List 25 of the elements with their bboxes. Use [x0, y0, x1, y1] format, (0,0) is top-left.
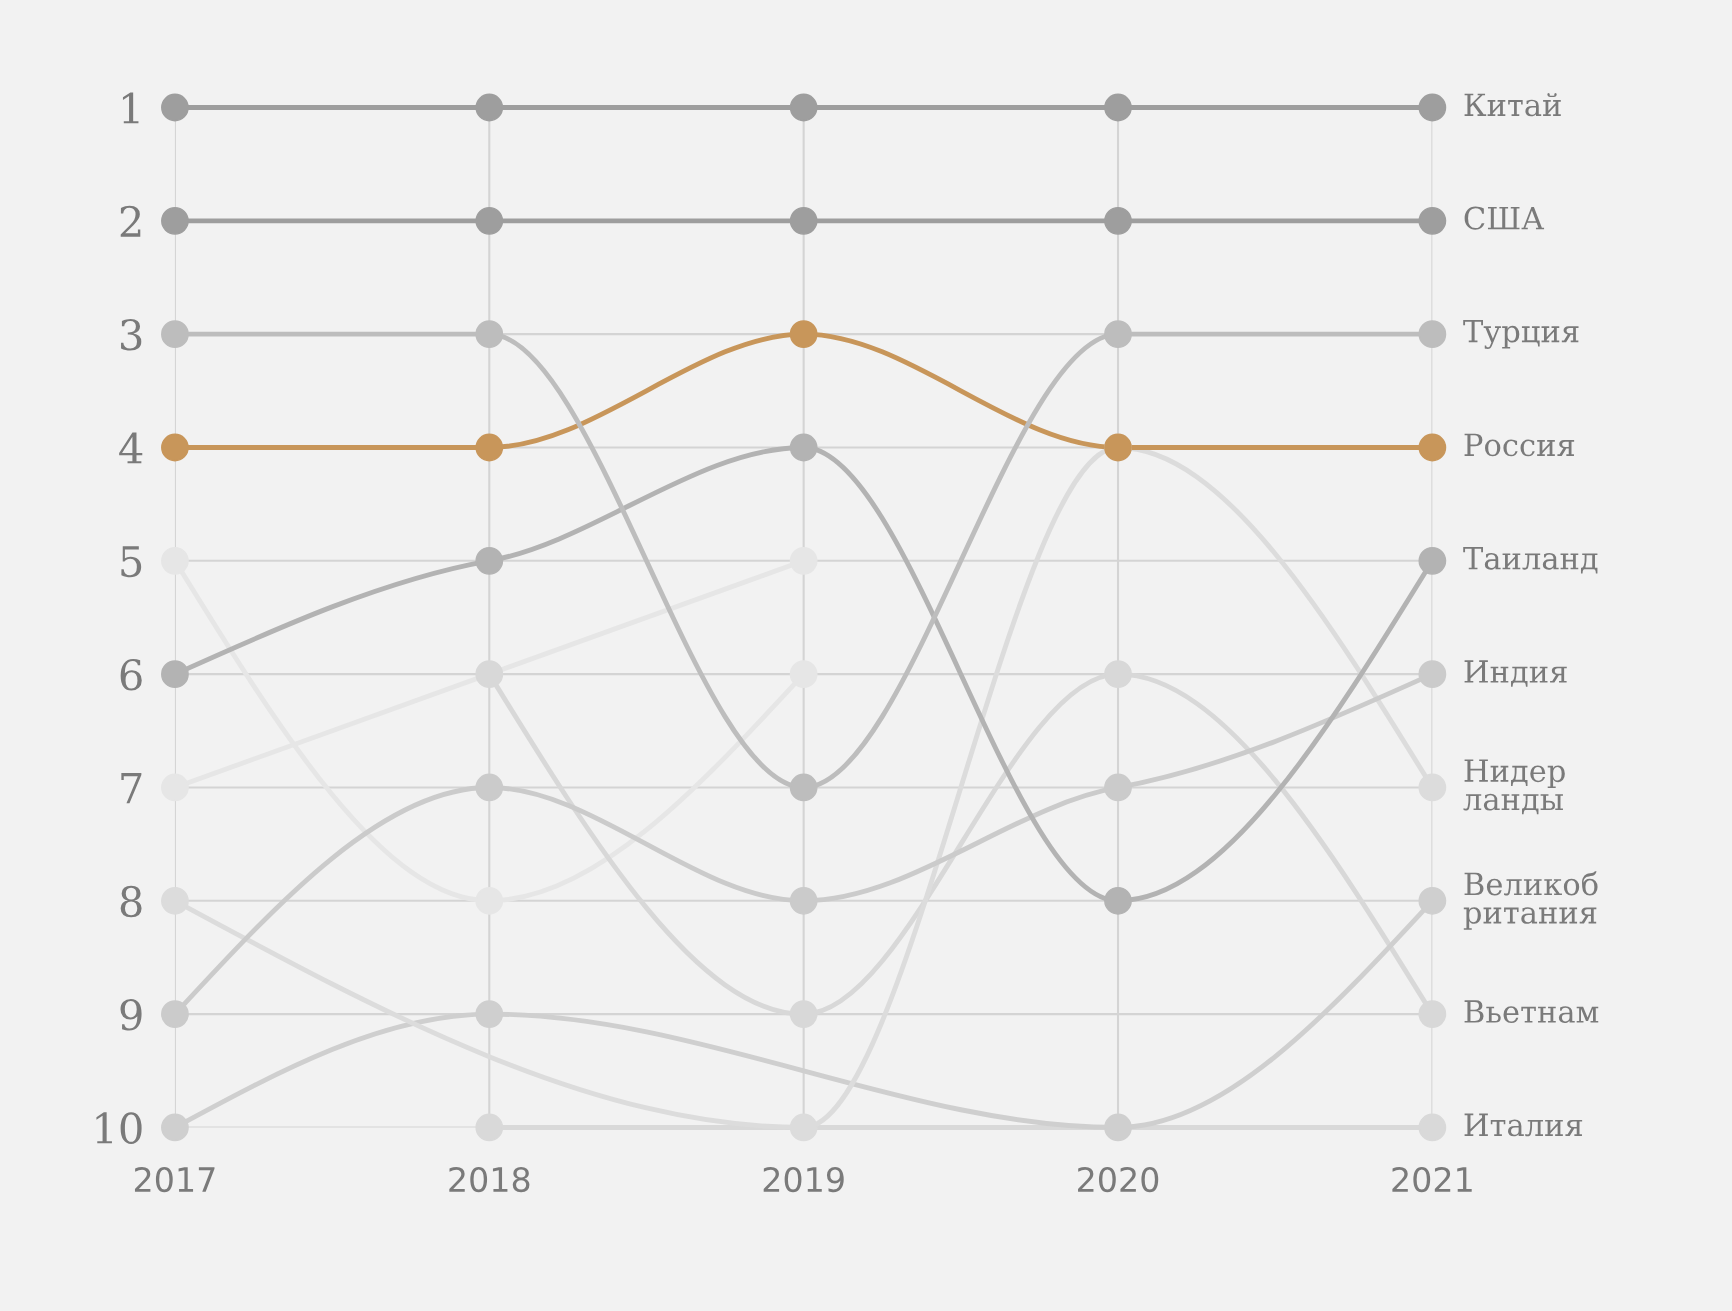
x-tick-label: 2018 — [449, 1166, 530, 1193]
y-tick-label: 1 — [122, 92, 139, 124]
series-label: Китай — [1464, 93, 1561, 117]
x-tick-label: 2017 — [134, 1166, 215, 1193]
series-label: Таиланд — [1463, 546, 1598, 574]
series-label: Индия — [1464, 660, 1567, 687]
y-tick-label: 4 — [119, 432, 143, 464]
y-tick-label: 10 — [96, 1112, 142, 1144]
y-tick-label: 8 — [120, 885, 142, 918]
series-label: Вьетнам — [1464, 1000, 1599, 1023]
series-label: Италия — [1464, 1113, 1583, 1137]
series-label: США — [1464, 206, 1545, 230]
y-tick-label: 3 — [121, 319, 142, 351]
series-label: Турция — [1463, 319, 1579, 349]
y-tick-label: 9 — [120, 999, 142, 1031]
x-tick-label: 2019 — [763, 1166, 844, 1193]
y-tick-label: 5 — [121, 546, 142, 578]
y-tick-label: 6 — [120, 659, 142, 691]
series-label: Россия — [1464, 433, 1575, 457]
x-tick-label: 2021 — [1392, 1166, 1472, 1193]
series-label: Нидер ланды — [1463, 759, 1565, 815]
y-tick-label: 7 — [121, 772, 142, 804]
y-tick-label: 2 — [120, 205, 141, 237]
series-label: Великоб ритания — [1463, 871, 1598, 930]
x-tick-label: 2020 — [1078, 1166, 1159, 1193]
